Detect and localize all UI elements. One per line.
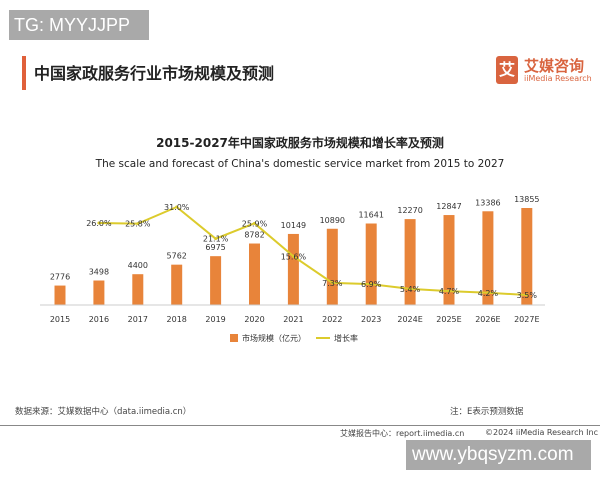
growth-point xyxy=(447,289,451,293)
bar-value-label: 11641 xyxy=(358,211,383,220)
logo-icon: 艾 xyxy=(496,56,518,84)
growth-point xyxy=(291,254,295,258)
legend-bar-label: 市场规模（亿元） xyxy=(242,333,306,343)
x-tick-label: 2017 xyxy=(128,315,148,324)
x-tick-label: 2019 xyxy=(205,315,225,324)
bar xyxy=(443,215,455,305)
bar-value-label: 6975 xyxy=(205,243,225,252)
logo-text-cn: 艾媒咨询 xyxy=(524,57,585,75)
x-tick-label: 2022 xyxy=(322,315,342,324)
legend-line-label: 增长率 xyxy=(334,333,358,343)
x-tick-label: 2015 xyxy=(50,315,70,324)
bar xyxy=(521,208,533,305)
bar xyxy=(326,228,338,305)
growth-point xyxy=(330,281,334,285)
forecast-note: 注：E表示预测数据 xyxy=(450,407,524,417)
growth-label: 25.8% xyxy=(125,220,151,229)
bar xyxy=(93,280,105,305)
growth-label: 25.9% xyxy=(242,219,268,228)
bar-value-label: 12270 xyxy=(397,206,422,215)
growth-label: 31.0% xyxy=(164,203,190,212)
x-tick-label: 2024E xyxy=(397,315,422,324)
growth-label: 15.6% xyxy=(281,252,307,261)
bar xyxy=(132,274,144,305)
growth-point xyxy=(175,205,179,209)
growth-point xyxy=(486,291,490,295)
x-tick-label: 2018 xyxy=(167,315,187,324)
growth-label: 6.9% xyxy=(361,280,382,289)
bar-value-label: 10149 xyxy=(281,221,306,230)
bar-value-label: 3498 xyxy=(89,268,109,277)
divider xyxy=(0,425,600,426)
bar-value-label: 5762 xyxy=(167,252,187,261)
bar-value-label: 4400 xyxy=(128,261,148,270)
report-link[interactable]: 艾媒报告中心：report.iimedia.cn xyxy=(340,429,465,438)
bar-value-label: 13386 xyxy=(475,198,500,207)
growth-label: 7.3% xyxy=(322,279,343,288)
bar-value-label: 2776 xyxy=(50,273,70,282)
growth-label: 26.0% xyxy=(86,219,112,228)
watermark-top: TG: MYYJJPP xyxy=(9,10,149,40)
growth-point xyxy=(97,221,101,225)
growth-label: 5.4% xyxy=(400,285,421,294)
legend-bar-swatch xyxy=(230,334,238,342)
x-tick-label: 2025E xyxy=(436,315,461,324)
bar xyxy=(287,233,299,305)
growth-label: 4.2% xyxy=(478,289,499,298)
chart-title: 2015-2027年中国家政服务市场规模和增长率及预测 xyxy=(156,136,444,150)
bar xyxy=(54,285,66,305)
watermark-bottom: www.ybqsyzm.com xyxy=(406,440,591,470)
growth-label: 3.5% xyxy=(517,291,538,300)
growth-line xyxy=(98,205,527,296)
bar-value-label: 10890 xyxy=(320,216,345,225)
x-tick-label: 2020 xyxy=(244,315,264,324)
source-note: 数据来源：艾媒数据中心（data.iimedia.cn） xyxy=(15,407,192,417)
chart-subtitle: The scale and forecast of China's domest… xyxy=(95,158,505,170)
growth-point xyxy=(214,237,218,241)
bar xyxy=(249,243,260,305)
page-title: 中国家政服务行业市场规模及预测 xyxy=(34,64,275,83)
growth-point xyxy=(136,222,140,226)
bar xyxy=(171,264,183,305)
bar xyxy=(365,223,377,305)
growth-point xyxy=(253,221,256,225)
x-tick-label: 2026E xyxy=(475,315,500,324)
x-tick-label: 2023 xyxy=(361,315,381,324)
bar-value-label: 12847 xyxy=(436,202,461,211)
logo-text-en: iiMedia Research xyxy=(524,74,592,83)
growth-label: 4.7% xyxy=(439,287,460,296)
bar xyxy=(210,256,222,305)
x-tick-label: 2016 xyxy=(89,315,109,324)
x-tick-label: 2021 xyxy=(283,315,303,324)
growth-point xyxy=(408,287,412,291)
growth-label: 21.1% xyxy=(203,235,229,244)
bar-value-label: 13855 xyxy=(514,195,539,204)
growth-point xyxy=(525,293,529,297)
bar xyxy=(404,219,416,305)
bar xyxy=(482,211,494,305)
title-accent-bar xyxy=(22,56,26,90)
copyright: ©2024 iiMedia Research Inc xyxy=(485,428,598,437)
chart: 2776 2015 3498 2016 4400 2017 5762 2018 6975 2019… xyxy=(40,195,545,343)
growth-point xyxy=(369,282,373,286)
bar-value-label: 8782 xyxy=(244,231,264,240)
x-tick-label: 2027E xyxy=(514,315,539,324)
